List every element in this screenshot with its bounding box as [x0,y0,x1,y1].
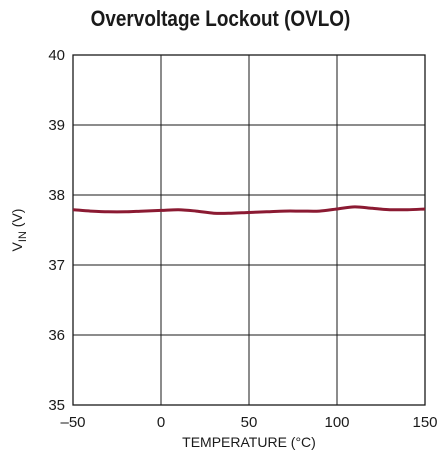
y-axis-label-sub: IN [17,231,29,242]
x-tick-label: –50 [60,414,85,431]
x-tick-label: 100 [324,414,349,431]
y-tick-label: 38 [48,187,65,204]
y-axis-label-suffix: (V) [9,209,25,232]
y-tick-label: 36 [48,327,65,344]
x-axis-label: TEMPERATURE (°C) [182,434,316,450]
tick-labels: –50 0 50 100 150 35 36 37 38 39 40 [48,47,437,431]
series-layer [72,205,426,215]
chart-title: Overvoltage Lockout (OVLO) [90,6,351,31]
y-tick-label: 37 [48,257,65,274]
plot-frame [72,54,426,406]
ovlo-series-line [72,205,426,215]
y-axis-label: VIN (V) [9,209,29,252]
x-tick-label: 150 [412,414,437,431]
y-tick-label: 39 [48,117,65,134]
y-tick-label: 40 [48,47,65,64]
y-axis-label-main: V [9,241,25,251]
x-tick-label: 50 [241,414,258,431]
x-tick-label: 0 [157,414,165,431]
y-tick-label: 35 [48,397,65,414]
grid [72,54,426,406]
